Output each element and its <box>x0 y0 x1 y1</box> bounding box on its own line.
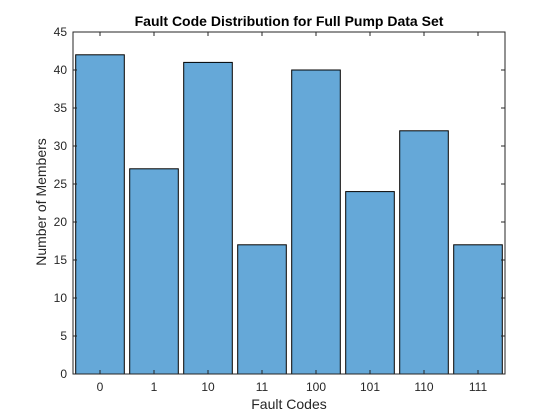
x-tick-label: 110 <box>414 380 433 394</box>
y-axis-label: Number of Members <box>33 138 49 266</box>
x-tick-label: 11 <box>256 380 269 394</box>
bar-1 <box>129 168 179 375</box>
bar-0 <box>75 54 125 375</box>
axes-box <box>72 31 506 375</box>
y-tick-label: 5 <box>60 329 67 343</box>
x-tick-label: 0 <box>97 380 104 394</box>
bar-101 <box>345 191 395 375</box>
y-tick-label: 0 <box>60 367 67 381</box>
y-tick-label: 15 <box>54 253 68 267</box>
y-tick-label: 40 <box>54 63 68 77</box>
bar-11 <box>237 244 287 375</box>
y-tick-label: 45 <box>54 25 68 39</box>
y-tick-label: 25 <box>54 177 68 191</box>
bar-10 <box>183 61 233 375</box>
bar-100 <box>291 69 341 375</box>
y-tick-label: 10 <box>54 291 68 305</box>
bar-110 <box>399 130 449 375</box>
chart-title: Fault Code Distribution for Full Pump Da… <box>135 13 444 29</box>
x-tick-label: 1 <box>151 380 158 394</box>
x-tick-label: 100 <box>306 380 326 394</box>
x-axis-label: Fault Codes <box>251 396 326 412</box>
x-tick-label: 101 <box>360 380 380 394</box>
x-tick-label: 111 <box>469 380 488 394</box>
x-tick-label: 10 <box>201 380 215 394</box>
y-tick-label: 20 <box>54 215 68 229</box>
y-tick-label: 30 <box>54 139 68 153</box>
y-tick-label: 35 <box>54 101 68 115</box>
bar-111 <box>453 244 503 375</box>
